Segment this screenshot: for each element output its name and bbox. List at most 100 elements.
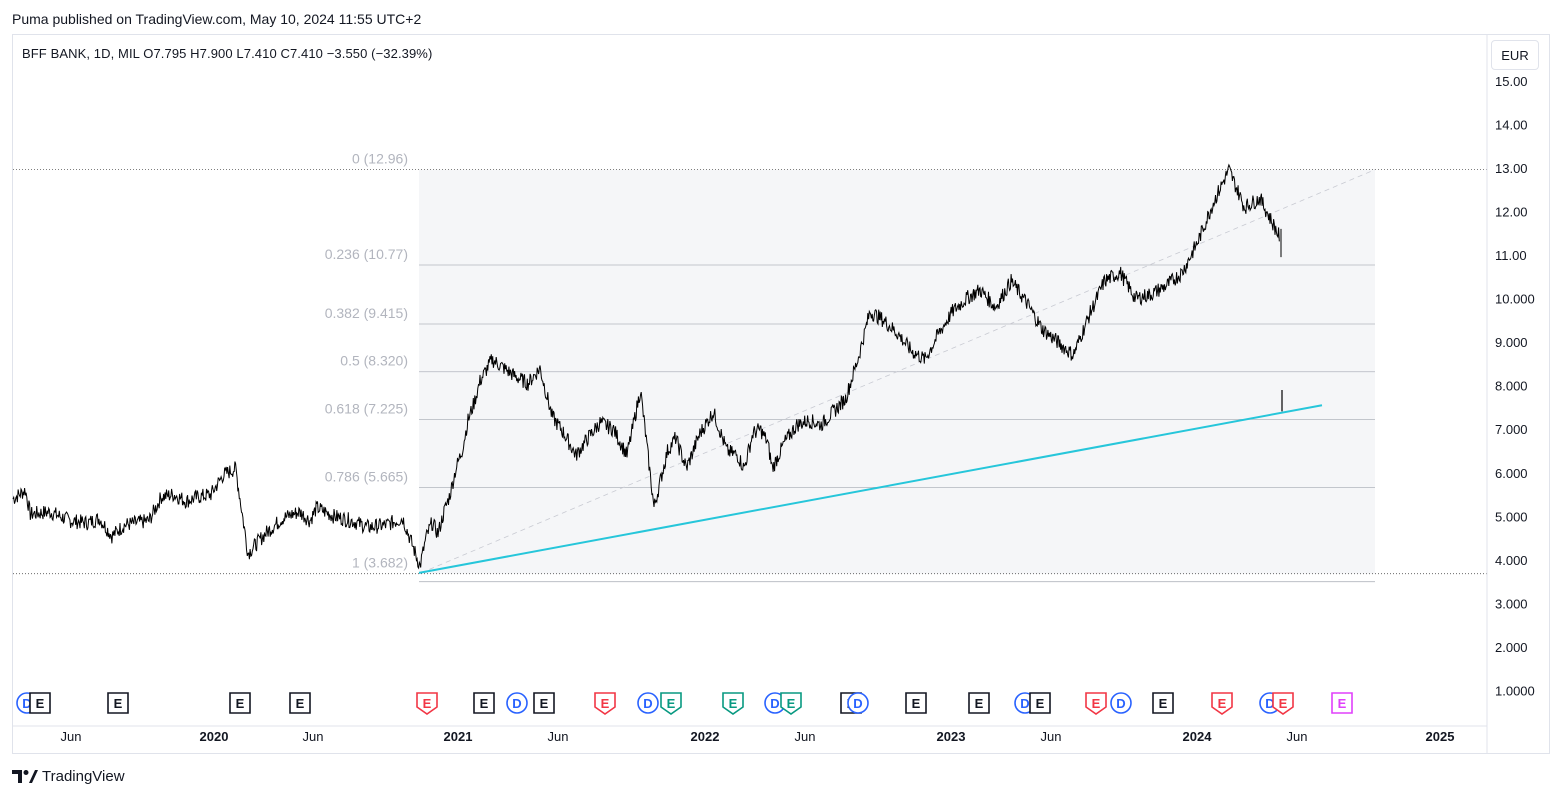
dividend-event-icon[interactable] [637, 692, 659, 714]
earnings-event-icon[interactable] [473, 692, 495, 714]
earnings-event-icon[interactable] [1211, 692, 1233, 715]
price-axis[interactable]: 1.0000 2.000 3.000 4.000 5.000 6.000 7.000 8.00… [1486, 35, 1535, 754]
y-tick-label: 1.0000 [1495, 684, 1535, 699]
y-tick-label: 7.000 [1495, 422, 1528, 437]
earnings-event-icon[interactable] [1029, 692, 1051, 714]
y-tick-label: 15.00 [1495, 74, 1528, 89]
price-line [12, 163, 1280, 570]
x-tick-label: Jun [303, 729, 324, 744]
y-tick-label: 8.000 [1495, 379, 1528, 394]
y-tick-label: 2.000 [1495, 640, 1528, 655]
x-tick-label: Jun [795, 729, 816, 744]
event-letter: E [975, 696, 984, 711]
fib-level-0.786-label: 0.786 (5.665) [325, 468, 408, 484]
earnings-event-icon[interactable] [780, 692, 802, 715]
event-letter: D [1020, 696, 1029, 711]
y-tick-label: 10.000 [1495, 292, 1535, 307]
y-tick-label: 5.000 [1495, 509, 1528, 524]
fib-level-0.236-label: 0.236 (10.77) [325, 246, 408, 262]
event-letter: E [296, 696, 305, 711]
y-tick-label: 6.000 [1495, 466, 1528, 481]
currency-button[interactable]: EUR [1491, 40, 1539, 70]
x-tick-label: Jun [548, 729, 569, 744]
y-tick-label: 12.00 [1495, 204, 1528, 219]
earnings-event-icon[interactable] [1272, 692, 1294, 715]
fib-level-0.5-label: 0.5 (8.320) [340, 353, 408, 369]
tradingview-logo[interactable]: TradingView [12, 766, 125, 786]
tradingview-logo-icon [12, 770, 38, 783]
earnings-event-icon[interactable] [594, 692, 616, 715]
event-letter: D [22, 696, 31, 711]
x-tick-label: Jun [61, 729, 82, 744]
earnings-event-icon[interactable] [416, 692, 438, 715]
event-letter: E [787, 696, 796, 711]
fib-trend-dashed [420, 169, 1376, 574]
x-tick-label: 2021 [444, 729, 473, 744]
earnings-event-icon[interactable] [660, 692, 682, 715]
earnings-event-icon[interactable] [1085, 692, 1107, 715]
symbol-info: BFF BANK, 1D, MIL O7.795 H7.900 L7.410 C… [22, 46, 433, 61]
fib-level-1-label: 1 (3.682) [352, 555, 408, 571]
fib-retracement[interactable]: 0 (12.96) 0.236 (10.77) 0.382 (9.415) 0.5 (… [13, 151, 1487, 583]
event-letter: E [114, 696, 123, 711]
event-letter: E [36, 696, 45, 711]
event-letter: E [236, 696, 245, 711]
earnings-event-icon[interactable] [905, 692, 927, 714]
x-tick-label: 2023 [937, 729, 966, 744]
chart-frame [12, 34, 1550, 754]
events-row: DEEEEEEDEEDEEDEEDEEDEEDEEDEE [16, 692, 1353, 715]
price-series [12, 163, 1283, 570]
x-tick-label: 2022 [691, 729, 720, 744]
dividend-event-icon[interactable] [847, 692, 869, 714]
event-letter: E [540, 696, 549, 711]
dividend-event-icon[interactable] [1110, 692, 1132, 714]
x-tick-label: 2020 [200, 729, 229, 744]
event-letter: E [1036, 696, 1045, 711]
trendline[interactable] [418, 404, 1323, 574]
earnings-event-icon[interactable] [1331, 692, 1353, 714]
fib-level-0-label: 0 (12.96) [352, 151, 408, 167]
event-letter: E [1159, 696, 1168, 711]
earnings-event-icon[interactable] [1152, 692, 1174, 714]
top-bar: Puma published on TradingView.com, May 1… [0, 0, 1564, 34]
event-letter: D [853, 696, 862, 711]
event-letter: E [423, 696, 432, 711]
earnings-event-icon[interactable] [533, 692, 555, 714]
event-letter: E [1218, 696, 1227, 711]
event-letter: E [1338, 696, 1347, 711]
fib-level-0.382-label: 0.382 (9.415) [325, 305, 408, 321]
y-tick-label: 4.000 [1495, 553, 1528, 568]
earnings-event-icon[interactable] [968, 692, 990, 714]
tradingview-brand: TradingView [42, 767, 125, 785]
earnings-event-icon[interactable] [107, 692, 129, 714]
y-tick-label: 11.00 [1495, 248, 1527, 263]
fib-level-0.618-label: 0.618 (7.225) [325, 400, 408, 416]
event-letter: E [1279, 696, 1288, 711]
event-letter: D [770, 696, 779, 711]
event-letter: E [1092, 696, 1101, 711]
event-letter: E [912, 696, 921, 711]
y-tick-label: 13.00 [1495, 161, 1528, 176]
x-tick-label: 2024 [1183, 729, 1213, 744]
dividend-event-icon[interactable] [506, 692, 528, 714]
earnings-event-icon[interactable] [29, 692, 51, 714]
event-letter: E [480, 696, 489, 711]
support-trendline[interactable] [418, 404, 1323, 574]
y-tick-label: 14.00 [1495, 117, 1528, 132]
earnings-event-icon[interactable] [229, 692, 251, 714]
event-letter: D [512, 696, 521, 711]
y-tick-label: 9.000 [1495, 335, 1528, 350]
earnings-event-icon[interactable] [289, 692, 311, 714]
x-tick-label: 2025 [1426, 729, 1455, 744]
event-letter: E [601, 696, 610, 711]
y-tick-label: 3.000 [1495, 596, 1528, 611]
event-letter: E [729, 696, 738, 711]
event-letter: D [643, 696, 652, 711]
published-text: Puma published on TradingView.com, May 1… [12, 11, 422, 27]
x-tick-label: Jun [1041, 729, 1062, 744]
time-axis[interactable]: Jun 2020 Jun 2021 Jun 2022 Jun 2023 Jun 2024 Jun 20… [13, 725, 1487, 744]
earnings-event-icon[interactable] [722, 692, 744, 715]
x-tick-label: Jun [1287, 729, 1308, 744]
event-letter: D [1116, 696, 1125, 711]
